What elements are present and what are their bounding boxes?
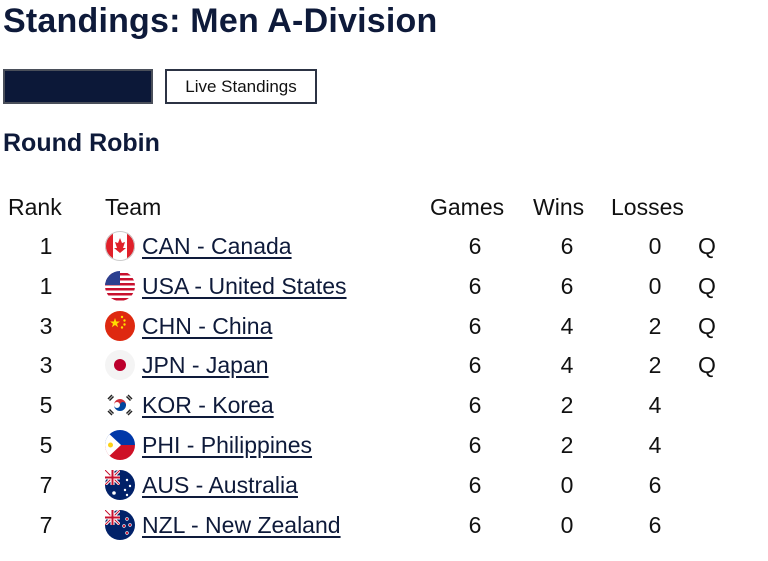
games-cell: 6: [468, 392, 482, 419]
losses-cell: 6: [648, 471, 662, 498]
table-row: 1 CAN - Canada 6 6 0 Q: [0, 231, 768, 273]
header-losses: Losses: [611, 194, 684, 220]
wins-cell: 6: [560, 233, 574, 259]
flag-korea-icon: [105, 390, 135, 421]
flag-canada-icon: [105, 231, 135, 261]
wins-cell: 2: [560, 392, 574, 419]
qualified-badge: Q: [698, 233, 716, 259]
flag-usa-icon: [105, 270, 135, 301]
rank-cell: 7: [39, 471, 53, 498]
losses-cell: 0: [648, 233, 662, 259]
table-row: 7 AUS - Australia 6 0 6: [0, 469, 768, 512]
losses-cell: 0: [648, 272, 662, 299]
table-row: 3 CHN - China 6 4 2 Q: [0, 310, 768, 353]
team-link[interactable]: AUS - Australia: [142, 471, 298, 498]
rank-cell: 3: [39, 352, 53, 379]
team-link[interactable]: CAN - Canada: [142, 233, 292, 259]
wins-cell: 4: [560, 352, 574, 379]
team-link[interactable]: JPN - Japan: [142, 352, 269, 379]
table-row: 5 KOR - Korea 6 2 4: [0, 390, 768, 432]
header-wins: Wins: [533, 194, 585, 220]
flag-australia-icon: [105, 469, 135, 500]
rank-cell: 1: [39, 272, 53, 299]
live-standings-button[interactable]: Live Standings: [165, 69, 317, 104]
losses-cell: 6: [648, 511, 662, 538]
wins-cell: 2: [560, 432, 574, 458]
team-link[interactable]: PHI - Philippines: [142, 432, 313, 458]
rank-cell: 3: [39, 312, 53, 339]
flag-philippines-icon: [105, 430, 135, 460]
page-title: Standings: Men A-Division: [3, 2, 438, 40]
section-title: Round Robin: [3, 129, 160, 157]
qualified-badge: Q: [698, 352, 716, 379]
flag-new-zealand-icon: [105, 509, 135, 540]
flag-china-icon: [105, 310, 135, 341]
games-cell: 6: [468, 312, 482, 339]
losses-cell: 2: [648, 352, 662, 379]
games-cell: 6: [468, 511, 482, 538]
losses-cell: 2: [648, 312, 662, 339]
team-link[interactable]: KOR - Korea: [142, 392, 274, 419]
games-cell: 6: [468, 233, 482, 259]
table-row: 7 NZL - New Zealand 6 0 6: [0, 509, 768, 552]
rank-cell: 7: [39, 511, 53, 538]
team-link[interactable]: NZL - New Zealand: [142, 511, 341, 538]
table-row: 3 JPN - Japan 6 4 2 Q: [0, 350, 768, 392]
wins-cell: 0: [560, 471, 574, 498]
table-row: 1 USA - United States 6 6 0 Q: [0, 270, 768, 313]
wins-cell: 4: [560, 312, 574, 339]
games-cell: 6: [468, 432, 482, 458]
wins-cell: 0: [560, 511, 574, 538]
rank-cell: 5: [39, 432, 53, 458]
losses-cell: 4: [648, 432, 662, 458]
flag-japan-icon: [105, 350, 135, 381]
table-row: 5 PHI - Philippines 6 2 4: [0, 430, 768, 472]
losses-cell: 4: [648, 392, 662, 419]
rank-cell: 1: [39, 233, 53, 259]
games-cell: 6: [468, 471, 482, 498]
qualified-badge: Q: [698, 312, 716, 339]
header-team: Team: [105, 194, 162, 220]
header-rank: Rank: [8, 194, 62, 220]
team-link[interactable]: USA - United States: [142, 272, 347, 299]
team-link[interactable]: CHN - China: [142, 312, 273, 339]
qualified-badge: Q: [698, 272, 716, 299]
division-select-button[interactable]: [3, 69, 153, 104]
games-cell: 6: [468, 272, 482, 299]
header-games: Games: [430, 194, 505, 220]
rank-cell: 5: [39, 392, 53, 419]
wins-cell: 6: [560, 272, 574, 299]
games-cell: 6: [468, 352, 482, 379]
